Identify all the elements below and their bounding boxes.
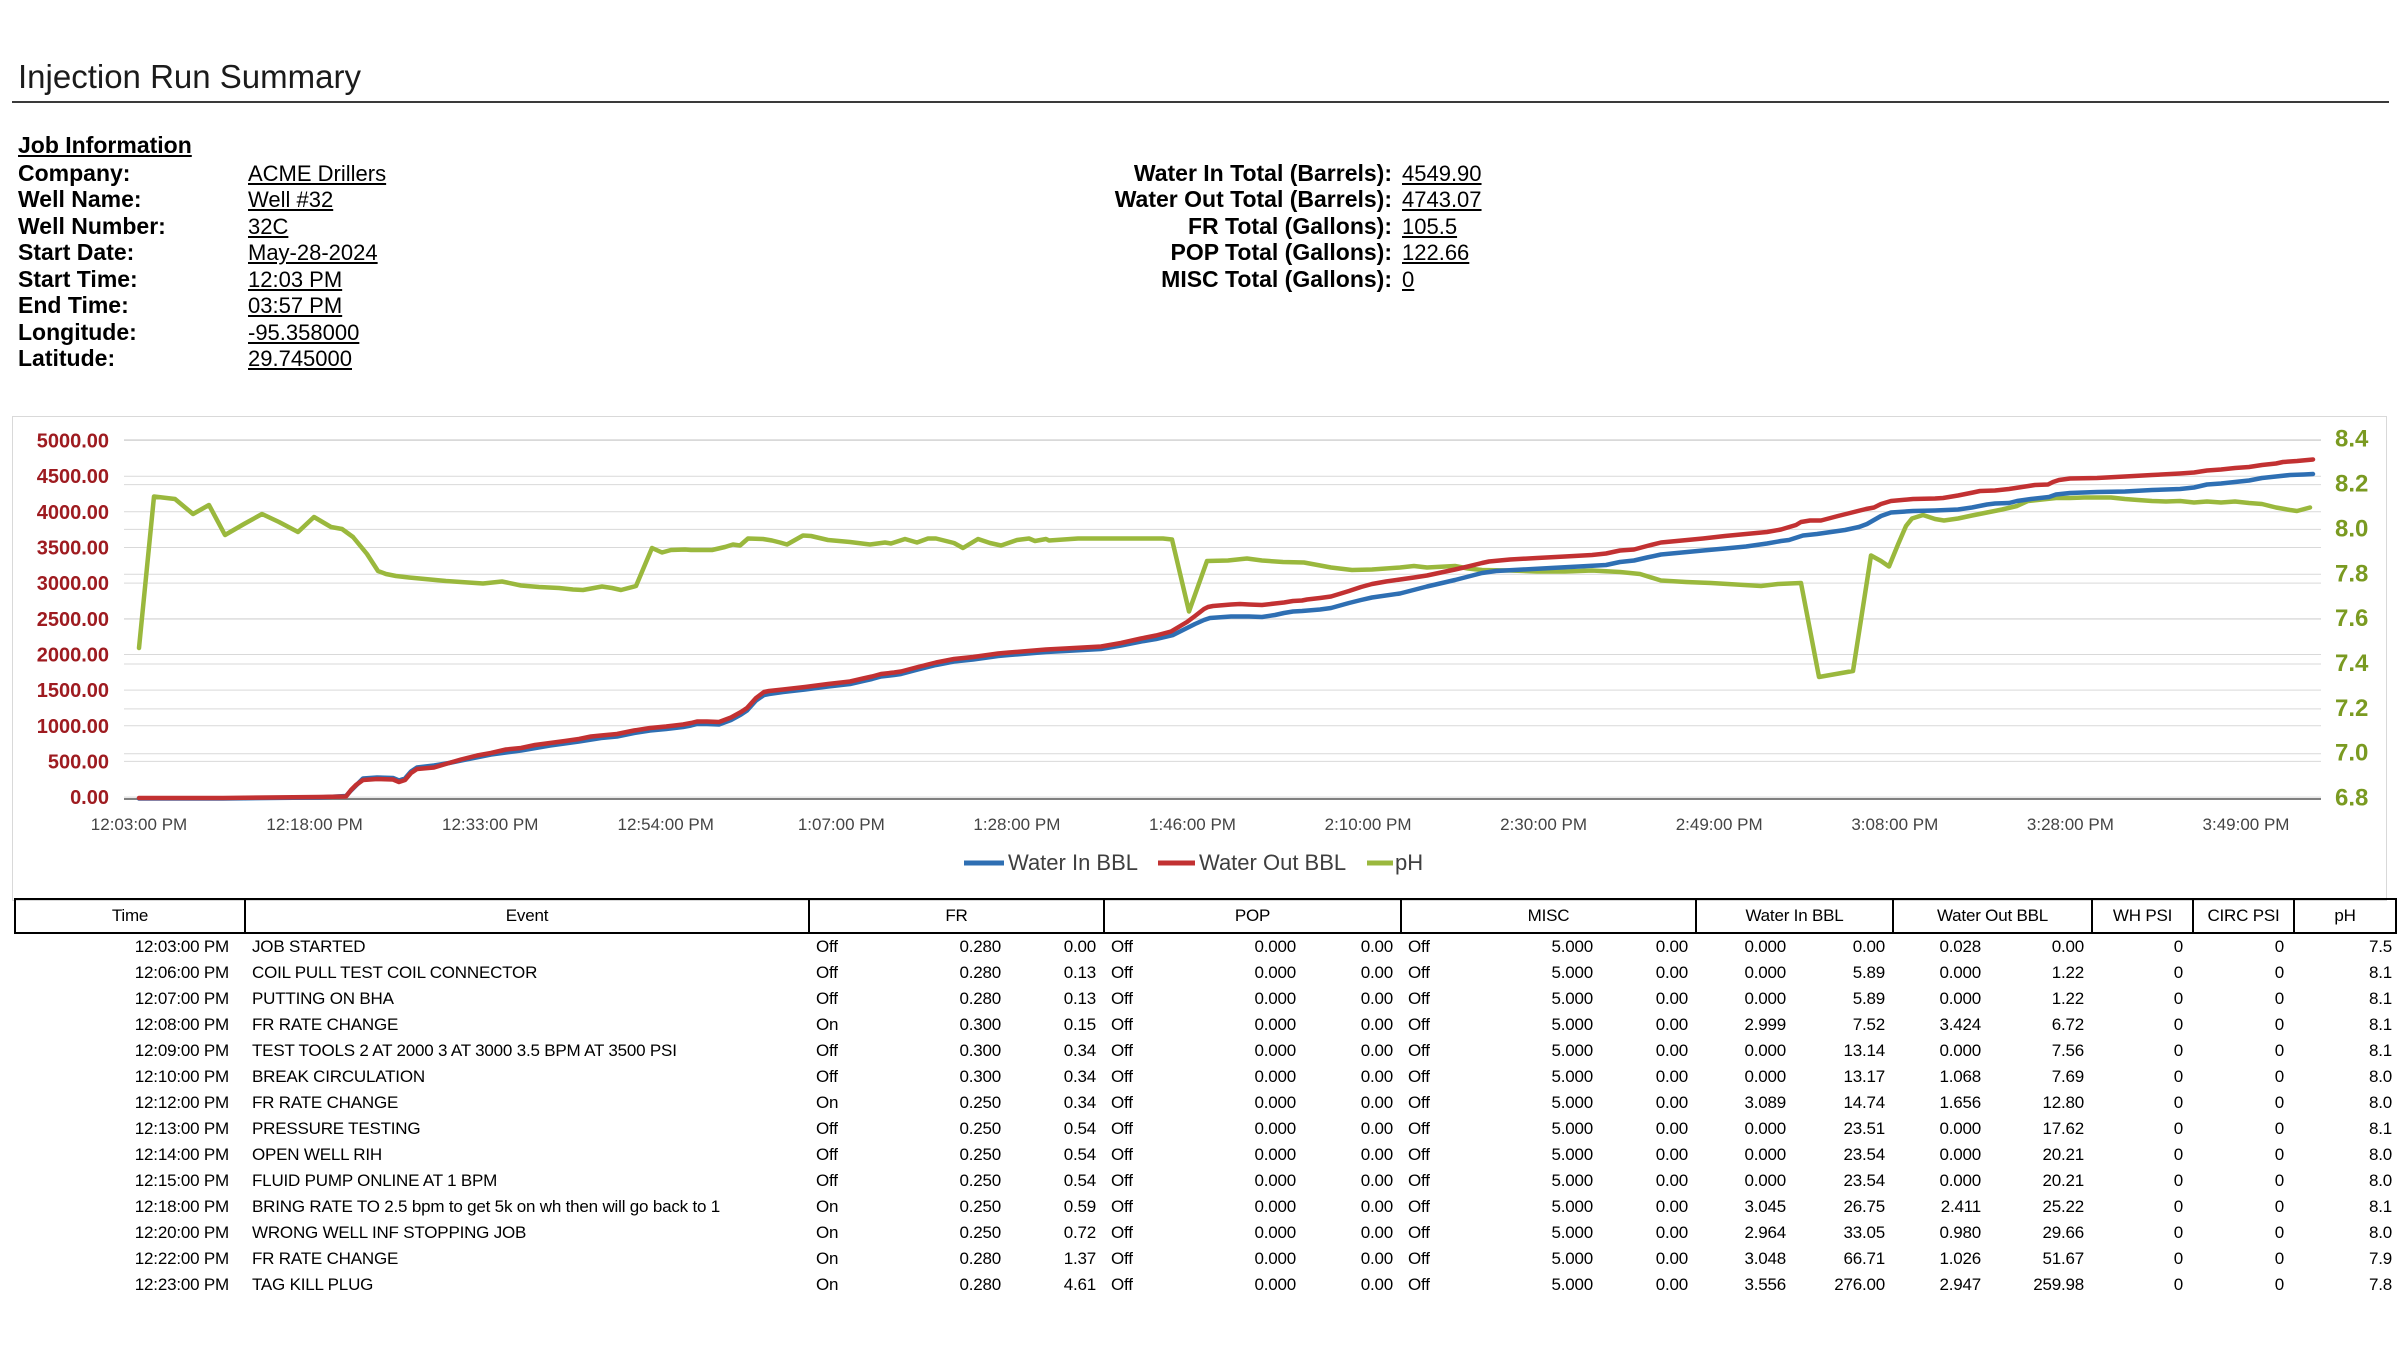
svg-text:1500.00: 1500.00 — [37, 680, 109, 702]
svg-text:3000.00: 3000.00 — [37, 573, 109, 595]
svg-text:8.4: 8.4 — [2335, 426, 2369, 453]
svg-text:2:30:00 PM: 2:30:00 PM — [1500, 815, 1587, 834]
svg-text:3:08:00 PM: 3:08:00 PM — [1851, 815, 1938, 834]
svg-text:12:03:00 PM: 12:03:00 PM — [91, 815, 187, 834]
svg-text:8.2: 8.2 — [2335, 471, 2368, 498]
svg-text:7.0: 7.0 — [2335, 740, 2368, 767]
svg-text:7.8: 7.8 — [2335, 560, 2368, 587]
svg-text:Water In BBL: Water In BBL — [1008, 850, 1138, 875]
svg-text:1000.00: 1000.00 — [37, 716, 109, 738]
svg-text:2:49:00 PM: 2:49:00 PM — [1676, 815, 1763, 834]
svg-text:12:18:00 PM: 12:18:00 PM — [266, 815, 362, 834]
svg-text:8.0: 8.0 — [2335, 515, 2368, 542]
svg-text:1:46:00 PM: 1:46:00 PM — [1149, 815, 1236, 834]
svg-text:7.4: 7.4 — [2335, 650, 2369, 677]
svg-text:12:54:00 PM: 12:54:00 PM — [617, 815, 713, 834]
svg-text:12:33:00 PM: 12:33:00 PM — [442, 815, 538, 834]
svg-text:pH: pH — [1395, 850, 1423, 875]
svg-text:7.2: 7.2 — [2335, 695, 2368, 722]
svg-text:3500.00: 3500.00 — [37, 538, 109, 560]
svg-text:Water Out BBL: Water Out BBL — [1199, 850, 1346, 875]
svg-text:1:07:00 PM: 1:07:00 PM — [798, 815, 885, 834]
svg-text:500.00: 500.00 — [48, 751, 109, 773]
svg-text:3:28:00 PM: 3:28:00 PM — [2027, 815, 2114, 834]
svg-text:5000.00: 5000.00 — [37, 431, 109, 453]
svg-text:2:10:00 PM: 2:10:00 PM — [1325, 815, 1412, 834]
svg-text:2000.00: 2000.00 — [37, 645, 109, 667]
svg-text:1:28:00 PM: 1:28:00 PM — [973, 815, 1060, 834]
svg-text:3:49:00 PM: 3:49:00 PM — [2203, 815, 2290, 834]
svg-text:6.8: 6.8 — [2335, 785, 2368, 812]
svg-text:4000.00: 4000.00 — [37, 502, 109, 524]
svg-text:0.00: 0.00 — [70, 787, 109, 809]
svg-text:7.6: 7.6 — [2335, 605, 2368, 632]
svg-text:2500.00: 2500.00 — [37, 609, 109, 631]
svg-text:4500.00: 4500.00 — [37, 466, 109, 488]
